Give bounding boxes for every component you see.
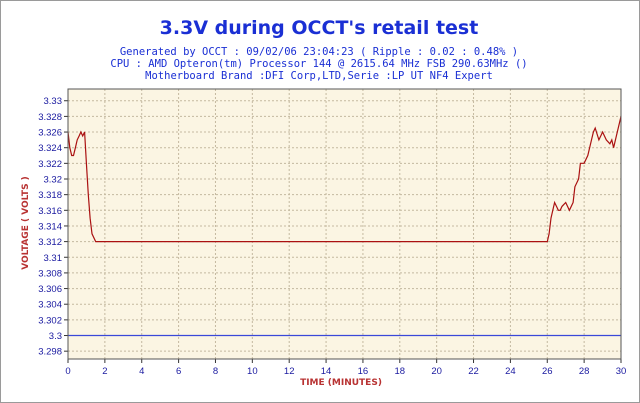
series-layer (67, 116, 622, 337)
x-tick-label: 30 (616, 366, 627, 377)
x-tick-label: 6 (176, 366, 181, 377)
y-tick-label: 3.316 (38, 206, 62, 217)
x-tick-label: 10 (247, 366, 258, 377)
chart-title: 3.3V during OCCT's retail test (160, 17, 479, 39)
y-tick-label: 3.306 (38, 284, 62, 295)
x-tick-label: 20 (431, 366, 442, 377)
y-tick-label: 3.312 (38, 237, 62, 248)
y-tick-label: 3.33 (44, 96, 63, 107)
y-tick-label: 3.314 (38, 221, 62, 232)
x-tick-label: 28 (579, 366, 590, 377)
y-tick-label: 3.324 (38, 143, 62, 154)
x-tick-label: 8 (213, 366, 218, 377)
y-tick-label: 3.3 (49, 331, 62, 342)
y-axis-ticks: 3.33 3.328 3.326 3.324 3.322 3.32 3.318 3.316 3.… (38, 96, 68, 358)
subtitle-generated: Generated by OCCT : 09/02/06 23:04:23 ( … (120, 46, 518, 58)
subtitle-motherboard: Motherboard Brand :DFI Corp,LTD,Serie :L… (145, 70, 493, 82)
plot-area (68, 89, 621, 359)
y-tick-label: 3.32 (44, 175, 63, 186)
x-axis-ticks: 0 2 4 6 8 10 12 14 16 18 20 22 24 26 28 30 (65, 359, 626, 377)
x-tick-label: 22 (468, 366, 479, 377)
y-tick-label: 3.322 (38, 159, 62, 170)
subtitle-cpu: CPU : AMD Opteron(tm) Processor 144 @ 26… (110, 58, 527, 70)
x-tick-label: 0 (65, 366, 70, 377)
x-tick-label: 4 (139, 366, 144, 377)
y-tick-label: 3.328 (38, 112, 62, 123)
x-tick-label: 16 (358, 366, 369, 377)
x-tick-label: 18 (395, 366, 406, 377)
y-tick-label: 3.318 (38, 190, 62, 201)
x-tick-label: 12 (284, 366, 295, 377)
x-tick-label: 24 (505, 366, 516, 377)
plot-border (67, 88, 622, 360)
x-tick-label: 14 (321, 366, 332, 377)
y-tick-label: 3.308 (38, 268, 62, 279)
voltage-series-line (67, 116, 622, 243)
y-tick-label: 3.304 (38, 300, 62, 311)
y-axis-label: VOLTAGE ( VOLTS ) (21, 176, 31, 270)
x-axis-label: TIME (MINUTES) (300, 378, 382, 388)
x-tick-label: 2 (102, 366, 107, 377)
y-tick-label: 3.326 (38, 128, 62, 139)
x-tick-label: 26 (542, 366, 553, 377)
y-tick-label: 3.31 (44, 253, 63, 264)
y-tick-label: 3.302 (38, 315, 62, 326)
y-tick-label: 3.298 (38, 347, 62, 358)
